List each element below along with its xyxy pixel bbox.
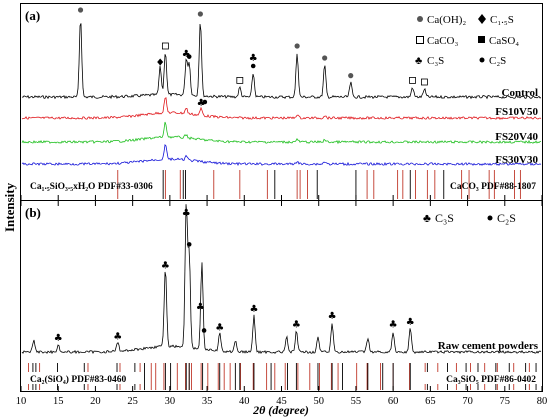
legend-caco3: CaCO₃	[427, 35, 459, 47]
peak-marker-club: ♣	[113, 331, 122, 342]
peak-marker-filled-circle	[294, 43, 300, 49]
xrd-curves	[21, 23, 542, 355]
peak-marker-open-square	[421, 78, 428, 86]
legend-filled-circle-icon	[417, 16, 423, 22]
x-tick-label: 75	[500, 396, 511, 407]
x-axis-label: 2θ (degree)	[252, 403, 309, 417]
peak-marker-dot	[201, 328, 207, 333]
peak-marker-diamond	[157, 58, 164, 66]
curve-label-fs30v30: FS30V30	[495, 154, 538, 166]
x-tick-label: 20	[90, 396, 101, 407]
peak-marker-dot	[186, 242, 192, 247]
peak-marker-open-square	[236, 77, 244, 84]
curve-label-fs20v40: FS20V40	[495, 131, 538, 143]
panel-b-legend: ♣ C₃S C₂S	[423, 211, 516, 225]
pdf-label-b-right-bg	[424, 372, 538, 384]
legend-open-square-icon	[416, 36, 424, 44]
legend-b-club-icon: ♣	[423, 211, 431, 225]
legend-c3s: C₃S	[427, 55, 444, 67]
x-tick-label: 30	[165, 396, 176, 407]
y-axis-label: Intensity	[2, 182, 17, 232]
peak-marker-club: ♣	[328, 311, 337, 322]
panel-a-frame	[20, 3, 543, 201]
legend-club-icon: ♣	[415, 55, 422, 67]
legend-b-c3s: C₃S	[435, 211, 454, 225]
peak-marker-filled-circle	[77, 7, 84, 13]
x-tick-label: 55	[351, 396, 362, 407]
legend-caoh2: Ca(OH)₂	[427, 14, 466, 26]
peak-marker-filled-circle	[197, 11, 203, 17]
reference-lines	[27, 170, 537, 390]
curve-raw-cement-powders	[21, 204, 542, 355]
panel-a-legend: Ca(OH)₂ C₁.₅S CaCO₃ CaSO₄ ♣ C₃S C₂S	[415, 14, 519, 67]
x-tick-label: 80	[537, 396, 548, 407]
curve-label-raw-cement: Raw cement powders	[438, 340, 539, 352]
curve-fs30v30	[21, 144, 542, 166]
peak-marker-club: ♣	[389, 320, 398, 331]
curve-label-fs10v50: FS10V50	[495, 106, 538, 118]
x-tick-label: 45	[276, 396, 287, 407]
pdf-label-b-left: Ca₂(SiO₄) PDF#83-0460	[30, 374, 126, 385]
x-tick-label: 70	[462, 396, 473, 407]
peak-marker-open-square	[409, 77, 416, 84]
pdf-label-a-right: CaCO₃ PDF#88-1807	[450, 182, 536, 192]
x-tick-label: 25	[127, 396, 138, 407]
pdf-label-b-left-bg	[28, 372, 142, 384]
peak-marker-club: ♣	[161, 260, 170, 271]
x-tick-label: 60	[388, 396, 399, 407]
peak-marker-open-square	[161, 42, 169, 50]
peak-marker-club: ♣	[249, 53, 258, 64]
panel-b-label: (b)	[25, 205, 41, 220]
curve-fs20v40	[21, 121, 542, 145]
x-tick-label: 10	[16, 396, 27, 407]
peak-marker-club: ♣	[215, 323, 224, 334]
legend-c2s: C₂S	[489, 55, 506, 67]
legend-caso4: CaSO₄	[489, 35, 519, 47]
legend-diamond-icon	[478, 14, 486, 24]
peak-marker-filled-circle	[348, 73, 354, 79]
curve-fs10v50	[21, 97, 542, 120]
curve-label-control: Control	[502, 87, 538, 99]
peak-marker-club: ♣	[196, 302, 205, 313]
peak-marker-club: ♣	[54, 333, 63, 344]
peak-marker-club: ♣	[292, 320, 301, 331]
x-tick-label: 40	[239, 396, 250, 407]
pdf-label-b-right: Ca₃SiO₅ PDF#86-0402	[446, 375, 536, 385]
x-tick-label: 65	[425, 396, 436, 407]
x-axis-ticks: 10 15 20 25 30 35 40 45 50 55 60 65 70 75 80	[16, 195, 548, 407]
peak-marker-club: ♣	[197, 98, 206, 109]
peak-marker-club: ♣	[182, 49, 191, 60]
peak-marker-club: ♣	[249, 304, 258, 315]
panel-a-label: (a)	[25, 8, 40, 23]
legend-c15s: C₁.₅S	[490, 14, 514, 26]
peak-marker-dot	[186, 54, 192, 59]
peak-marker-dot	[250, 63, 256, 69]
x-tick-label: 50	[313, 396, 324, 407]
legend-b-dot-icon	[487, 215, 493, 221]
x-tick-label: 35	[202, 396, 213, 407]
panel-b-frame	[20, 200, 543, 392]
legend-b-c2s: C₂S	[497, 211, 516, 225]
peak-marker-dot	[202, 99, 208, 105]
peak-marker-club: ♣	[406, 317, 415, 328]
x-tick-label: 15	[53, 396, 64, 407]
peak-markers: ♣ ♣ ♣ ♣ ♣ ♣ ♣ ♣ ♣ ♣ ♣ ♣ ♣ ♣	[54, 7, 428, 344]
peak-marker-club: ♣	[182, 208, 191, 219]
curve-control	[21, 23, 542, 100]
peak-marker-filled-circle	[322, 55, 328, 61]
legend-dot-icon	[479, 57, 485, 63]
pdf-label-a-left: Ca₁.₅SiO₃.₅xH₂O PDF#33-0306	[30, 182, 153, 192]
legend-filled-square-icon	[478, 36, 485, 43]
